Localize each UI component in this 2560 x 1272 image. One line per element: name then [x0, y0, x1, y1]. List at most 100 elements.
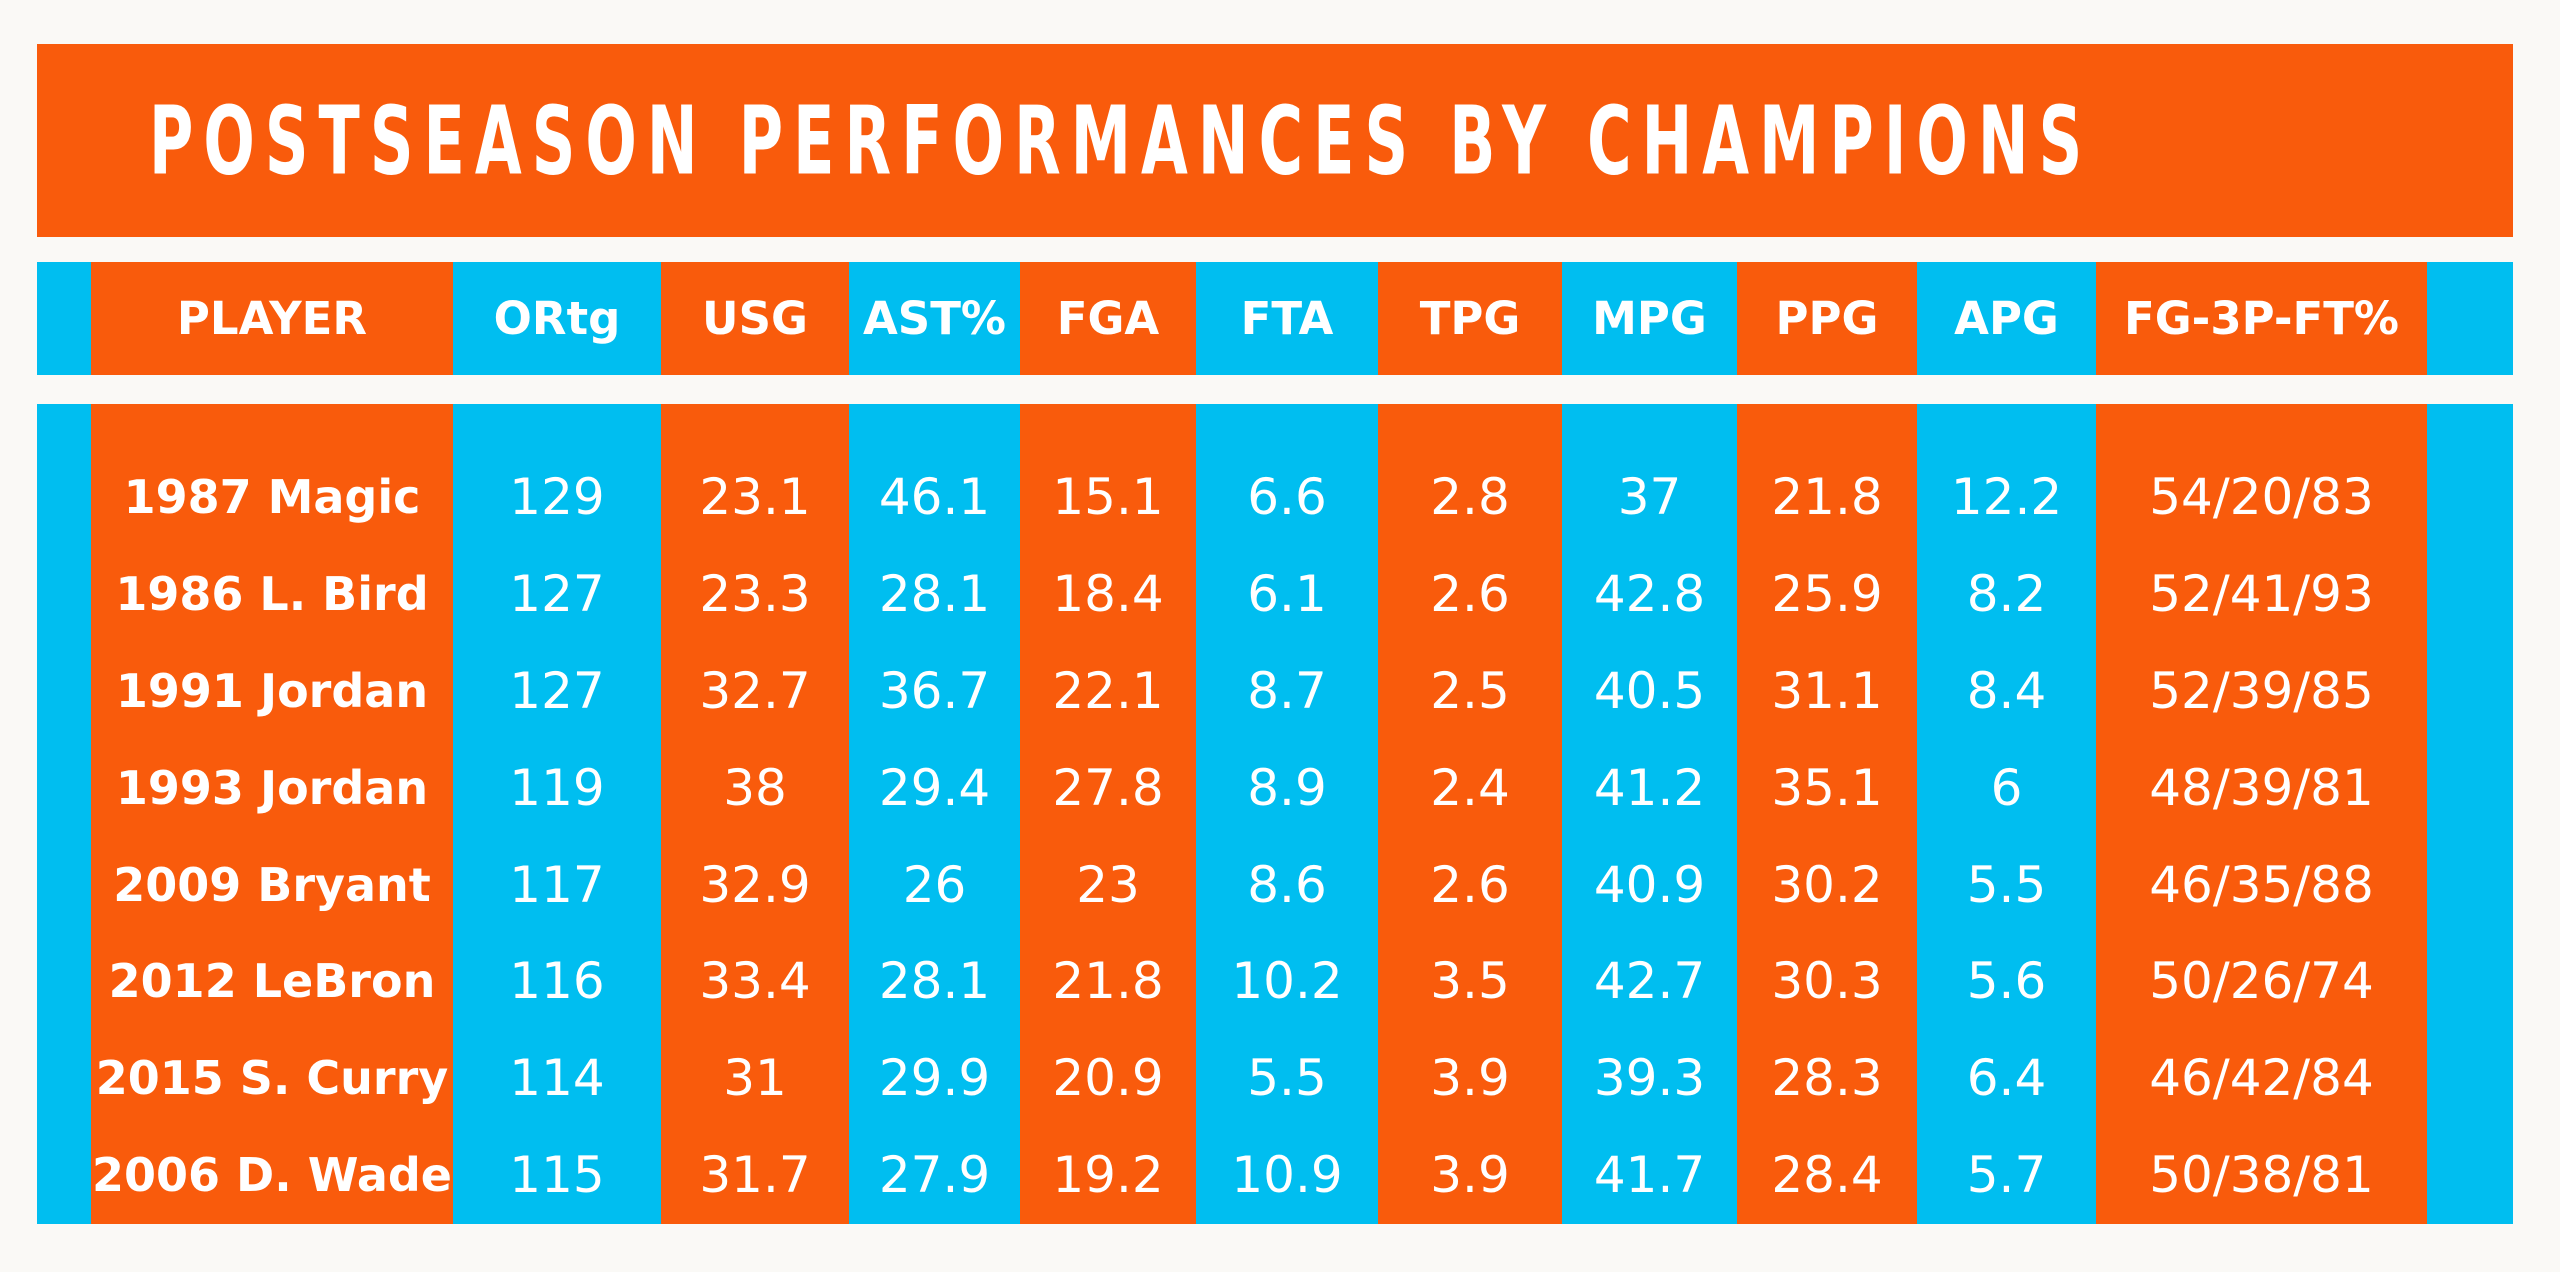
stat-cell: 8.6: [1247, 855, 1327, 914]
stat-cell: 2.5: [1430, 661, 1510, 720]
stat-cell: 12.2: [1950, 468, 2063, 527]
stat-cell: 127: [509, 661, 605, 720]
right-edge-stripe-header: [2427, 262, 2513, 375]
stat-cell: 39.3: [1593, 1049, 1706, 1108]
stat-cell: 31.7: [699, 1145, 811, 1204]
stat-cell: 10.9: [1231, 1145, 1343, 1204]
stat-cell: 37: [1617, 468, 1682, 527]
left-edge-stripe: [37, 404, 91, 1224]
right-edge-stripe: [2427, 404, 2513, 1224]
column-ppg: 21.8 25.9 31.1 35.1 30.2 30.3 28.3 28.4: [1737, 404, 1917, 1224]
stat-cell: 42.8: [1593, 565, 1706, 624]
stat-cell: 26: [902, 855, 967, 914]
stat-cell: 29.4: [878, 758, 991, 817]
stat-cell: 50/26/74: [2149, 952, 2374, 1011]
column-ast: 46.1 28.1 36.7 29.4 26 28.1 29.9 27.9: [849, 404, 1020, 1224]
stat-cell: 5.5: [1966, 855, 2047, 914]
column-player: 1987 Magic 1986 L. Bird 1991 Jordan 1993…: [91, 404, 453, 1224]
stat-cell: 25.9: [1771, 565, 1883, 624]
stat-cell: 29.9: [878, 1049, 991, 1108]
stat-cell: 48/39/81: [2149, 758, 2374, 817]
stat-cell: 23: [1076, 855, 1140, 914]
stat-cell: 5.6: [1966, 952, 2047, 1011]
stat-cell: 6.6: [1247, 468, 1327, 527]
stat-cell: 52/41/93: [2149, 565, 2374, 624]
header-cell-ppg: PPG: [1737, 262, 1917, 375]
table-body: 1987 Magic 1986 L. Bird 1991 Jordan 1993…: [37, 404, 2513, 1224]
stat-cell: 5.7: [1966, 1145, 2047, 1204]
stat-cell: 21.8: [1771, 468, 1883, 527]
stat-cell: 50/38/81: [2149, 1145, 2374, 1204]
stat-cell: 114: [509, 1049, 605, 1108]
left-edge-stripe-header: [37, 262, 91, 375]
stat-cell: 2.6: [1430, 565, 1510, 624]
stat-cell: 46/42/84: [2149, 1049, 2374, 1108]
header-cell-usg: USG: [661, 262, 849, 375]
stat-cell: 2.4: [1430, 758, 1510, 817]
header-cell-player: PLAYER: [91, 262, 453, 375]
header-cell-ast: AST%: [849, 262, 1020, 375]
stat-cell: 6: [1990, 758, 2023, 817]
stat-cell: 32.9: [699, 855, 811, 914]
stat-cell: 8.4: [1966, 661, 2047, 720]
stat-cell: 117: [509, 855, 605, 914]
column-usg: 23.1 23.3 32.7 38 32.9 33.4 31 31.7: [661, 404, 849, 1224]
player-cell: 2006 D. Wade: [92, 1147, 452, 1202]
stat-cell: 28.1: [878, 952, 991, 1011]
stat-cell: 54/20/83: [2149, 468, 2374, 527]
column-ortg: 129 127 127 119 117 116 114 115: [453, 404, 661, 1224]
stat-cell: 119: [509, 758, 605, 817]
stat-cell: 46.1: [878, 468, 991, 527]
stat-cell: 52/39/85: [2149, 661, 2374, 720]
stat-cell: 2.8: [1430, 468, 1510, 527]
column-apg: 12.2 8.2 8.4 6 5.5 5.6 6.4 5.7: [1917, 404, 2096, 1224]
stat-cell: 42.7: [1593, 952, 1706, 1011]
stat-cell: 20.9: [1052, 1049, 1164, 1108]
header-cell-fta: FTA: [1196, 262, 1378, 375]
player-cell: 2012 LeBron: [108, 954, 436, 1009]
stat-cell: 10.2: [1231, 952, 1343, 1011]
stat-cell: 3.5: [1430, 952, 1510, 1011]
stat-cell: 8.7: [1247, 661, 1327, 720]
stat-cell: 5.5: [1247, 1049, 1327, 1108]
stat-cell: 40.5: [1593, 661, 1706, 720]
stat-cell: 38: [723, 758, 787, 817]
header-cell-tpg: TPG: [1378, 262, 1562, 375]
stat-cell: 28.1: [878, 565, 991, 624]
stat-cell: 116: [509, 952, 605, 1011]
stat-cell: 6.1: [1247, 565, 1327, 624]
player-cell: 2009 Bryant: [113, 857, 431, 912]
header-cell-fg3pft: FG-3P-FT%: [2096, 262, 2427, 375]
stat-cell: 28.3: [1771, 1049, 1883, 1108]
stat-cell: 3.9: [1430, 1145, 1510, 1204]
header-cell-fga: FGA: [1020, 262, 1196, 375]
column-tpg: 2.8 2.6 2.5 2.4 2.6 3.5 3.9 3.9: [1378, 404, 1562, 1224]
stat-cell: 8.9: [1247, 758, 1327, 817]
player-cell: 1993 Jordan: [115, 760, 429, 815]
stat-cell: 30.2: [1771, 855, 1883, 914]
column-fga: 15.1 18.4 22.1 27.8 23 21.8 20.9 19.2: [1020, 404, 1196, 1224]
stat-cell: 41.7: [1593, 1145, 1706, 1204]
stat-cell: 18.4: [1052, 565, 1164, 624]
stat-cell: 40.9: [1593, 855, 1706, 914]
stat-cell: 129: [509, 468, 605, 527]
stat-cell: 6.4: [1966, 1049, 2047, 1108]
player-cell: 1987 Magic: [123, 470, 421, 525]
stat-cell: 27.8: [1052, 758, 1164, 817]
stat-cell: 31: [723, 1049, 787, 1108]
page-title: POSTSEASON PERFORMANCES BY CHAMPIONS: [149, 85, 2093, 196]
column-fta: 6.6 6.1 8.7 8.9 8.6 10.2 5.5 10.9: [1196, 404, 1378, 1224]
stat-cell: 35.1: [1771, 758, 1883, 817]
header-cell-apg: APG: [1917, 262, 2096, 375]
stat-cell: 2.6: [1430, 855, 1510, 914]
stat-cell: 127: [509, 565, 605, 624]
stat-cell: 32.7: [699, 661, 811, 720]
stat-cell: 41.2: [1593, 758, 1706, 817]
stat-cell: 33.4: [699, 952, 811, 1011]
stat-cell: 31.1: [1771, 661, 1883, 720]
player-cell: 2015 S. Curry: [95, 1051, 449, 1106]
stat-cell: 23.1: [699, 468, 811, 527]
stat-cell: 46/35/88: [2149, 855, 2374, 914]
table-header-row: PLAYER ORtg USG AST% FGA FTA TPG MPG PPG…: [37, 262, 2513, 375]
